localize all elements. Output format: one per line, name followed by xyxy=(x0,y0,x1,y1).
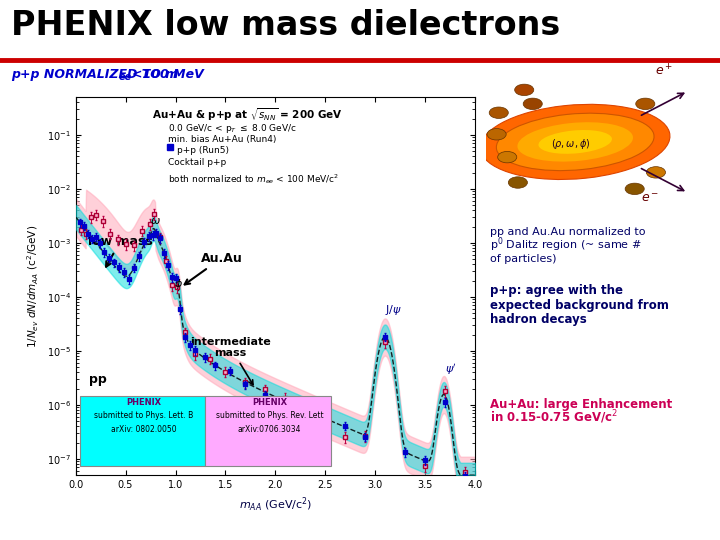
Circle shape xyxy=(515,84,534,96)
Text: J/$\psi$: J/$\psi$ xyxy=(385,303,402,317)
Text: arXiv: 0802.0050: arXiv: 0802.0050 xyxy=(111,425,176,434)
Circle shape xyxy=(498,151,517,163)
FancyBboxPatch shape xyxy=(205,396,331,465)
Text: Cocktail p+p: Cocktail p+p xyxy=(168,158,226,167)
Circle shape xyxy=(523,98,542,110)
Text: p+p NORMALIZED TO m: p+p NORMALIZED TO m xyxy=(11,68,178,82)
Circle shape xyxy=(625,183,644,194)
Text: expected background from: expected background from xyxy=(490,299,668,312)
Text: $\omega$: $\omega$ xyxy=(150,217,161,226)
Text: of particles): of particles) xyxy=(490,254,556,264)
Text: submitted to Phys. Rev. Lett: submitted to Phys. Rev. Lett xyxy=(215,411,323,421)
Text: $e^-$: $e^-$ xyxy=(641,192,659,206)
X-axis label: $m_{AA}$ (GeV/c$^2$): $m_{AA}$ (GeV/c$^2$) xyxy=(239,496,312,514)
Text: PHENIX: PHENIX xyxy=(252,399,287,407)
Circle shape xyxy=(636,98,655,110)
Text: $(\rho,\omega,\phi)$: $(\rho,\omega,\phi)$ xyxy=(552,138,590,151)
Ellipse shape xyxy=(518,122,633,161)
Text: intermediate
mass: intermediate mass xyxy=(190,336,271,384)
Text: 0.0 GeV/c < p$_T$ $\leq$ 8.0 GeV/c: 0.0 GeV/c < p$_T$ $\leq$ 8.0 GeV/c xyxy=(168,122,297,135)
Ellipse shape xyxy=(496,113,654,171)
Text: $\psi'$: $\psi'$ xyxy=(445,362,457,377)
Text: Au.Au: Au.Au xyxy=(184,252,242,285)
Text: in 0.15-0.75 GeV/c$^2$: in 0.15-0.75 GeV/c$^2$ xyxy=(490,409,618,427)
Text: PHENIX: PHENIX xyxy=(126,399,161,407)
Text: submitted to Phys. Lett. B: submitted to Phys. Lett. B xyxy=(94,411,193,421)
Text: pp and Au.Au normalized to: pp and Au.Au normalized to xyxy=(490,227,645,237)
Text: low mass: low mass xyxy=(88,235,153,267)
Text: $e^+$: $e^+$ xyxy=(655,63,673,79)
Text: pp: pp xyxy=(89,374,107,387)
Circle shape xyxy=(508,177,528,188)
Ellipse shape xyxy=(539,130,612,154)
Text: p+p: agree with the: p+p: agree with the xyxy=(490,284,623,298)
Circle shape xyxy=(489,107,508,118)
Circle shape xyxy=(647,167,665,178)
Text: PHENIX low mass dielectrons: PHENIX low mass dielectrons xyxy=(11,9,560,43)
Text: $\phi$: $\phi$ xyxy=(174,278,183,292)
Text: Au+Au & p+p at $\sqrt{s_{NN}}$ = 200 GeV: Au+Au & p+p at $\sqrt{s_{NN}}$ = 200 GeV xyxy=(151,107,342,124)
Text: Au+Au: large Enhancement: Au+Au: large Enhancement xyxy=(490,397,672,411)
Text: both normalized to $m_{ee}$ < 100 MeV/c$^2$: both normalized to $m_{ee}$ < 100 MeV/c$… xyxy=(168,172,338,186)
Ellipse shape xyxy=(480,104,670,179)
FancyBboxPatch shape xyxy=(80,396,205,465)
Text: <100 MeV: <100 MeV xyxy=(132,68,204,82)
Text: p$^0$ Dalitz region (~ same #: p$^0$ Dalitz region (~ same # xyxy=(490,235,642,254)
Text: hadron decays: hadron decays xyxy=(490,313,586,327)
Y-axis label: $1/N_{ev}$ $dN/dm_{AA}$ (c$^2$/GeV): $1/N_{ev}$ $dN/dm_{AA}$ (c$^2$/GeV) xyxy=(26,225,41,348)
Text: arXiv:0706.3034: arXiv:0706.3034 xyxy=(238,425,301,434)
Text: p+p (Run5): p+p (Run5) xyxy=(178,146,230,154)
Text: ee: ee xyxy=(119,72,132,83)
Text: min. bias Au+Au (Run4): min. bias Au+Au (Run4) xyxy=(168,135,276,144)
Circle shape xyxy=(487,129,506,140)
